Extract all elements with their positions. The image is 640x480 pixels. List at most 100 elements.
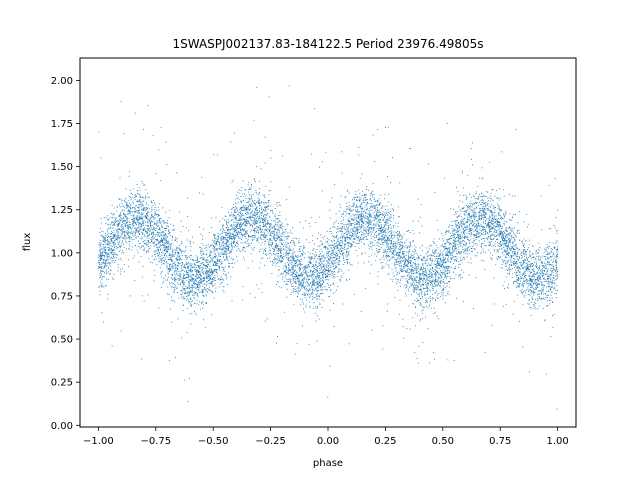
- data-point: [266, 254, 268, 256]
- data-point: [509, 241, 511, 243]
- data-point: [171, 251, 173, 252]
- data-point: [312, 280, 314, 282]
- data-point: [422, 244, 424, 246]
- data-point: [464, 245, 466, 247]
- data-point: [532, 280, 533, 282]
- data-point: [514, 195, 516, 197]
- data-point: [117, 232, 119, 234]
- data-point: [288, 260, 290, 262]
- data-point: [470, 221, 472, 223]
- data-point: [478, 215, 480, 217]
- data-point: [263, 214, 265, 216]
- data-point: [543, 273, 545, 275]
- data-point: [117, 264, 119, 266]
- data-point: [500, 245, 502, 247]
- data-point: [184, 291, 186, 293]
- data-point: [542, 287, 544, 289]
- data-point: [143, 184, 145, 186]
- data-point: [556, 269, 558, 270]
- data-point: [333, 326, 335, 327]
- data-point: [224, 259, 226, 261]
- data-point: [466, 243, 467, 245]
- data-point: [277, 229, 279, 231]
- data-point: [106, 237, 108, 238]
- data-point: [336, 252, 338, 254]
- data-point: [547, 286, 549, 287]
- data-point: [179, 262, 181, 264]
- data-point: [299, 221, 301, 223]
- data-point: [351, 219, 353, 221]
- data-point: [505, 266, 507, 267]
- data-point: [353, 197, 354, 199]
- data-point: [269, 233, 271, 235]
- data-point: [416, 288, 418, 290]
- data-point: [206, 272, 208, 274]
- data-point: [178, 247, 180, 249]
- data-point: [365, 196, 367, 198]
- data-point: [118, 228, 119, 230]
- data-point: [141, 209, 143, 211]
- data-point: [223, 232, 225, 233]
- data-point: [269, 242, 271, 244]
- data-point: [371, 191, 373, 193]
- data-point: [121, 252, 123, 254]
- data-point: [377, 242, 379, 244]
- data-point: [382, 236, 384, 238]
- data-point: [245, 225, 247, 227]
- data-point: [184, 297, 186, 299]
- data-point: [293, 269, 295, 271]
- data-point: [397, 264, 399, 266]
- data-point: [481, 234, 483, 236]
- data-point: [344, 240, 346, 242]
- data-point: [345, 208, 347, 210]
- data-point: [399, 256, 401, 258]
- data-point: [212, 264, 214, 266]
- data-point: [209, 265, 211, 267]
- data-point: [192, 236, 193, 238]
- data-point: [274, 208, 276, 209]
- data-point: [182, 297, 184, 299]
- data-point: [391, 243, 393, 245]
- data-point: [244, 221, 246, 223]
- data-point: [497, 207, 499, 209]
- data-point: [173, 263, 175, 265]
- data-point: [405, 255, 407, 257]
- data-point: [330, 271, 332, 273]
- data-point: [103, 267, 105, 269]
- data-point: [101, 222, 103, 224]
- data-point: [120, 233, 122, 235]
- data-point: [370, 193, 372, 195]
- data-point: [376, 201, 378, 203]
- data-point: [116, 254, 117, 255]
- data-point: [480, 233, 482, 235]
- data-point: [222, 245, 224, 246]
- data-point: [212, 273, 214, 275]
- data-point: [402, 268, 403, 270]
- data-point: [160, 232, 162, 234]
- data-point: [108, 278, 110, 280]
- data-point: [517, 267, 519, 269]
- data-point: [121, 202, 123, 204]
- data-point: [97, 256, 99, 258]
- data-point: [330, 290, 332, 292]
- data-point: [374, 207, 376, 209]
- data-point: [99, 263, 101, 265]
- data-point: [386, 255, 387, 257]
- data-point: [138, 216, 140, 218]
- data-point: [328, 239, 330, 241]
- data-point: [534, 276, 536, 278]
- data-point: [381, 206, 383, 208]
- data-point: [383, 230, 385, 232]
- data-point: [528, 239, 530, 241]
- data-point: [357, 230, 359, 232]
- data-point: [403, 256, 404, 258]
- data-point: [201, 247, 203, 249]
- data-point: [448, 255, 450, 257]
- data-point: [531, 263, 532, 265]
- data-point: [410, 277, 411, 279]
- data-point: [150, 222, 152, 224]
- data-point: [511, 264, 513, 265]
- data-point: [247, 245, 249, 247]
- data-point: [550, 251, 552, 253]
- data-point: [532, 269, 534, 271]
